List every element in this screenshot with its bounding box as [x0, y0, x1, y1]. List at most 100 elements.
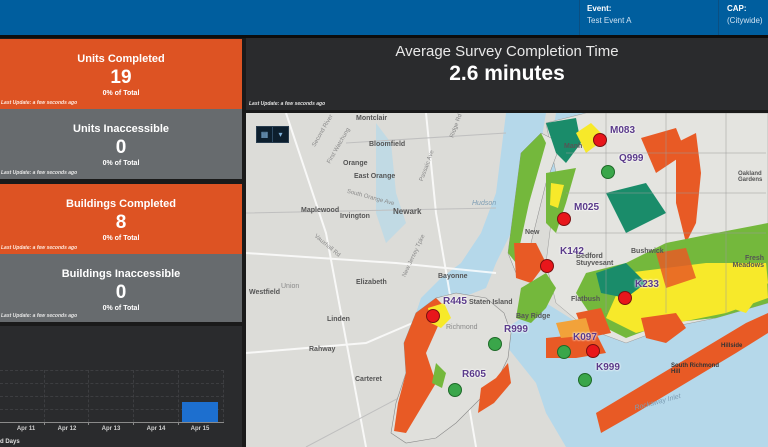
caret-down-icon[interactable]: ▾ — [272, 127, 288, 142]
tile-title: Buildings Inaccessible — [61, 268, 181, 280]
place-label: Linden — [327, 316, 350, 323]
gridline — [0, 370, 224, 371]
last-update: Last Update: a few seconds ago — [1, 100, 78, 106]
marker-label: K097 — [573, 332, 597, 343]
chart-footer: d Days — [0, 439, 20, 445]
last-update: Last Update: a few seconds ago — [1, 245, 78, 251]
tile-subtitle: 0% of Total — [102, 90, 140, 97]
place-label: Manh — [564, 143, 583, 150]
units-inaccessible-tile[interactable]: Units Inaccessible 0 0% of Total Last Up… — [0, 109, 242, 179]
marker-q999[interactable] — [601, 165, 615, 179]
x-tick-label: Apr 12 — [57, 426, 77, 432]
header-divider — [579, 0, 580, 35]
place-label: Fresh Meadows — [732, 255, 764, 269]
marker-m025[interactable] — [557, 212, 571, 226]
place-label: Bushwick — [631, 248, 664, 255]
marker-k142[interactable] — [540, 259, 554, 273]
place-label: Carteret — [355, 376, 382, 383]
marker-k097-secondary[interactable] — [557, 345, 571, 359]
tile-value: 0 — [115, 137, 127, 158]
avg-completion-time-panel: Average Survey Completion Time 2.6 minut… — [246, 38, 768, 110]
place-label: Union — [281, 283, 300, 290]
place-label: Richmond — [446, 324, 478, 331]
x-tick-label: Apr 14 — [146, 426, 166, 432]
place-label: Flatbush — [571, 296, 601, 303]
gridline — [44, 370, 45, 422]
tile-subtitle: 0% of Total — [102, 305, 140, 312]
marker-label: R999 — [504, 324, 528, 335]
place-label: Staten Island — [469, 299, 513, 306]
tile-value: 0 — [115, 282, 127, 303]
tile-value: 8 — [115, 212, 127, 233]
last-update: Last Update: a few seconds ago — [249, 101, 326, 107]
header-border — [0, 35, 768, 38]
place-label: Bedford Stuyvesant — [576, 253, 614, 267]
marker-r605[interactable] — [448, 383, 462, 397]
units-completed-tile[interactable]: Units Completed 19 0% of Total Last Upda… — [0, 39, 242, 109]
marker-k999[interactable] — [578, 373, 592, 387]
marker-r999[interactable] — [488, 337, 502, 351]
place-label: East Orange — [354, 173, 396, 180]
cap-info: CAP: (Citywide) — [727, 3, 763, 27]
place-label: Bayonne — [438, 273, 468, 280]
kpi-title: Average Survey Completion Time — [395, 43, 619, 60]
last-update: Last Update: a few seconds ago — [1, 313, 78, 319]
cap-value: (Citywide) — [727, 16, 763, 25]
header-divider — [718, 0, 719, 35]
buildings-completed-tile[interactable]: Buildings Completed 8 0% of Total Last U… — [0, 184, 242, 254]
tile-title: Units Completed — [77, 53, 165, 65]
place-label: Oakland Gardens — [738, 171, 763, 183]
marker-label: K233 — [635, 279, 659, 290]
place-label: Hudson — [472, 200, 497, 207]
gridline — [0, 383, 224, 384]
marker-k233[interactable] — [618, 291, 632, 305]
tile-title: Buildings Completed — [66, 198, 176, 210]
kpi-value: 2.6 minutes — [449, 62, 565, 85]
marker-label: M025 — [574, 202, 600, 213]
marker-label: R445 — [443, 296, 467, 307]
x-tick-label: Apr 11 — [16, 426, 36, 432]
event-value: Test Event A — [587, 16, 632, 25]
place-label: New — [525, 229, 540, 236]
place-label: Bay Ridge — [516, 313, 551, 320]
marker-label: M083 — [610, 125, 636, 136]
place-label: Maplewood — [301, 207, 340, 214]
event-label: Event: — [587, 4, 612, 13]
marker-m083[interactable] — [593, 133, 607, 147]
marker-k097[interactable] — [586, 344, 600, 358]
place-label: Irvington — [340, 213, 370, 220]
cap-label: CAP: — [727, 4, 747, 13]
place-label: Newark — [393, 207, 422, 216]
x-tick-label: Apr 15 — [190, 426, 210, 432]
place-label: Montclair — [356, 115, 388, 122]
top-header: Event: Test Event A CAP: (Citywide) — [0, 0, 768, 35]
marker-r445[interactable] — [426, 309, 440, 323]
axis-tick — [88, 422, 89, 425]
place-label: Rahway — [309, 346, 336, 353]
axis-tick — [44, 422, 45, 425]
gridline — [0, 409, 224, 410]
axis-tick — [178, 422, 179, 425]
axis-tick — [133, 422, 134, 425]
gridline — [133, 370, 134, 422]
map-toolbar[interactable]: ▦ ▾ — [256, 126, 289, 143]
x-axis — [0, 422, 224, 423]
place-label: Bloomfield — [369, 141, 406, 148]
survey-map[interactable]: ▦ ▾ Montclair Bloomfield Orange East Ora… — [246, 113, 768, 447]
last-update: Last Update: a few seconds ago — [1, 170, 78, 176]
tile-subtitle: 0% of Total — [102, 160, 140, 167]
gridline — [178, 370, 179, 422]
place-label: Westfield — [249, 289, 280, 296]
map-basemap — [246, 113, 768, 447]
event-info: Event: Test Event A — [587, 3, 631, 27]
buildings-inaccessible-tile[interactable]: Buildings Inaccessible 0 0% of Total Las… — [0, 254, 242, 322]
gridline — [0, 396, 224, 397]
place-label: South Richmond Hill — [671, 363, 719, 375]
gridline — [223, 370, 224, 422]
gridline — [88, 370, 89, 422]
bar-apr-15[interactable] — [182, 402, 218, 422]
place-label: Hillside — [721, 343, 743, 349]
place-label: Elizabeth — [356, 279, 387, 286]
marker-label: Q999 — [619, 153, 644, 164]
basemap-gallery-icon[interactable]: ▦ — [260, 130, 269, 139]
